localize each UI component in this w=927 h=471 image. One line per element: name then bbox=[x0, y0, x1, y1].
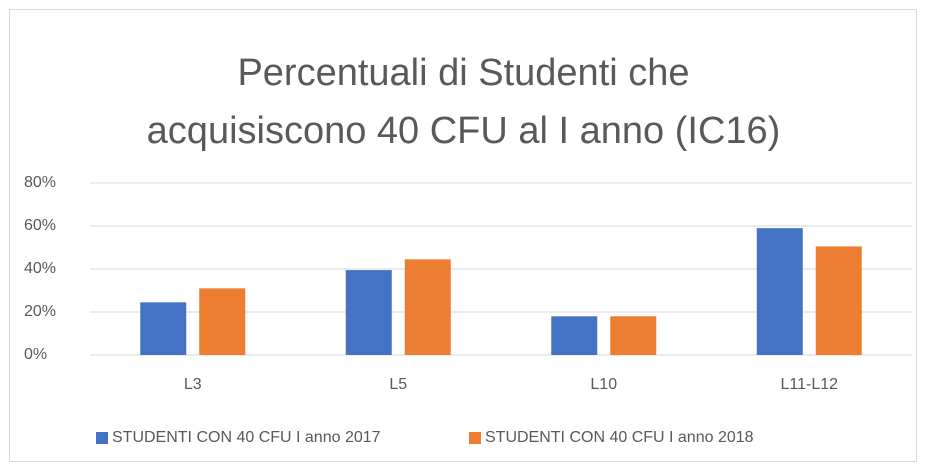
bar bbox=[610, 316, 657, 355]
y-tick-label: 0% bbox=[24, 346, 47, 363]
chart-title-box: Percentuali di Studenti che acquisiscono… bbox=[0, 44, 927, 160]
bar bbox=[756, 228, 803, 355]
y-tick-label: 20% bbox=[24, 303, 56, 320]
legend-swatch bbox=[96, 432, 108, 444]
x-tick-label: L3 bbox=[184, 376, 202, 393]
x-tick-label: L10 bbox=[590, 376, 617, 393]
y-tick-label: 80% bbox=[24, 174, 56, 191]
bar bbox=[199, 288, 246, 355]
legend-label: STUDENTI CON 40 CFU I anno 2018 bbox=[485, 429, 754, 446]
y-tick-label: 60% bbox=[24, 217, 56, 234]
legend-label: STUDENTI CON 40 CFU I anno 2017 bbox=[112, 429, 381, 446]
legend-swatch bbox=[469, 432, 481, 444]
x-tick-label: L5 bbox=[389, 376, 407, 393]
bar bbox=[345, 270, 392, 355]
bar bbox=[815, 246, 862, 355]
bar bbox=[140, 302, 187, 355]
y-tick-label: 40% bbox=[24, 260, 56, 277]
chart-title: Percentuali di Studenti che acquisiscono… bbox=[146, 52, 781, 152]
bar bbox=[551, 316, 598, 355]
bar bbox=[404, 259, 451, 355]
x-tick-label: L11-L12 bbox=[780, 376, 838, 393]
